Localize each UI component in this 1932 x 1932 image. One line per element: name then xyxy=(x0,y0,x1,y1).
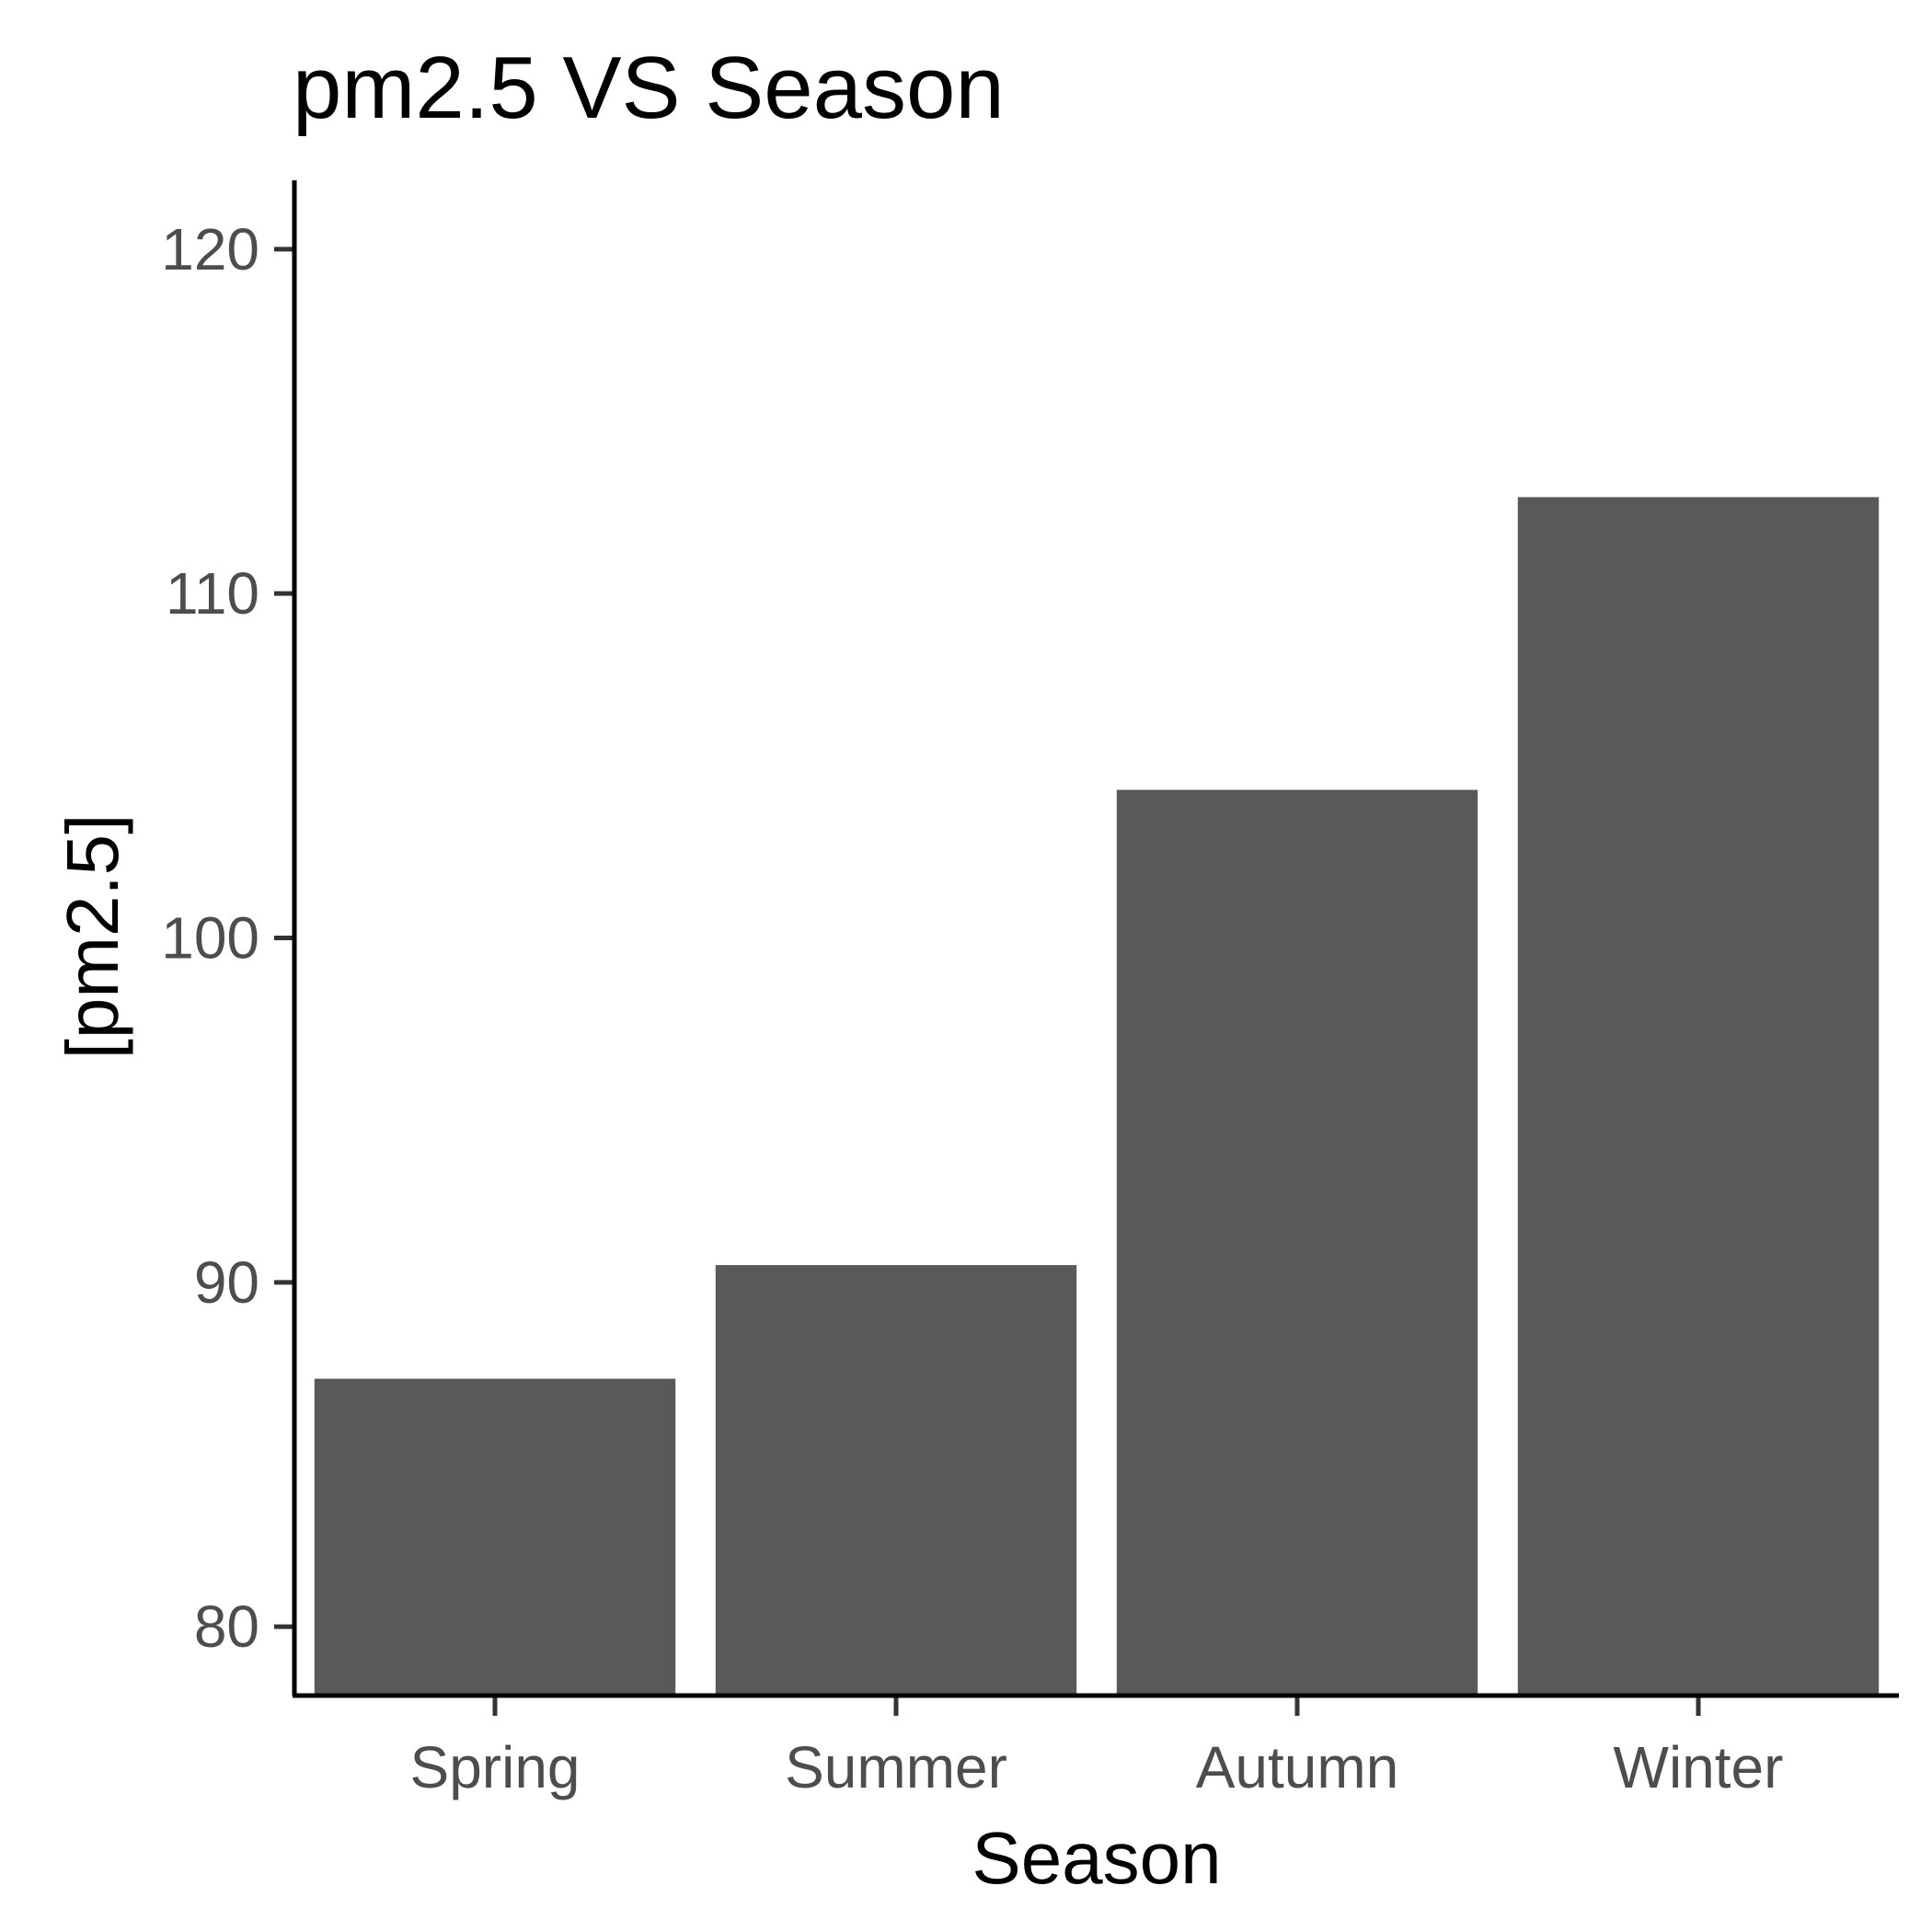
y-tick-label: 90 xyxy=(194,1249,259,1316)
y-tick-label: 110 xyxy=(166,560,259,627)
y-tick-label: 100 xyxy=(161,905,259,972)
chart-title: pm2.5 VS Season xyxy=(293,39,1005,137)
x-tick-label: Winter xyxy=(1614,1734,1784,1800)
y-tick-label: 80 xyxy=(194,1593,259,1660)
x-axis-title: Season xyxy=(972,1817,1221,1899)
bar-autumn xyxy=(1116,789,1478,1696)
bar-spring xyxy=(314,1378,676,1696)
bar-winter xyxy=(1517,497,1880,1696)
y-axis-ticks: 80 90 100 110 120 xyxy=(161,216,294,1660)
x-axis-ticks: Spring Summer Autumn Winter xyxy=(410,1696,1784,1800)
bars-group xyxy=(314,497,1880,1696)
x-tick-label: Spring xyxy=(410,1734,581,1800)
x-tick-label: Autumn xyxy=(1196,1734,1399,1800)
y-tick-label: 120 xyxy=(161,216,259,282)
x-tick-label: Summer xyxy=(785,1734,1007,1800)
y-axis-title: [pm2.5] xyxy=(52,814,133,1060)
bar-summer xyxy=(715,1265,1077,1696)
